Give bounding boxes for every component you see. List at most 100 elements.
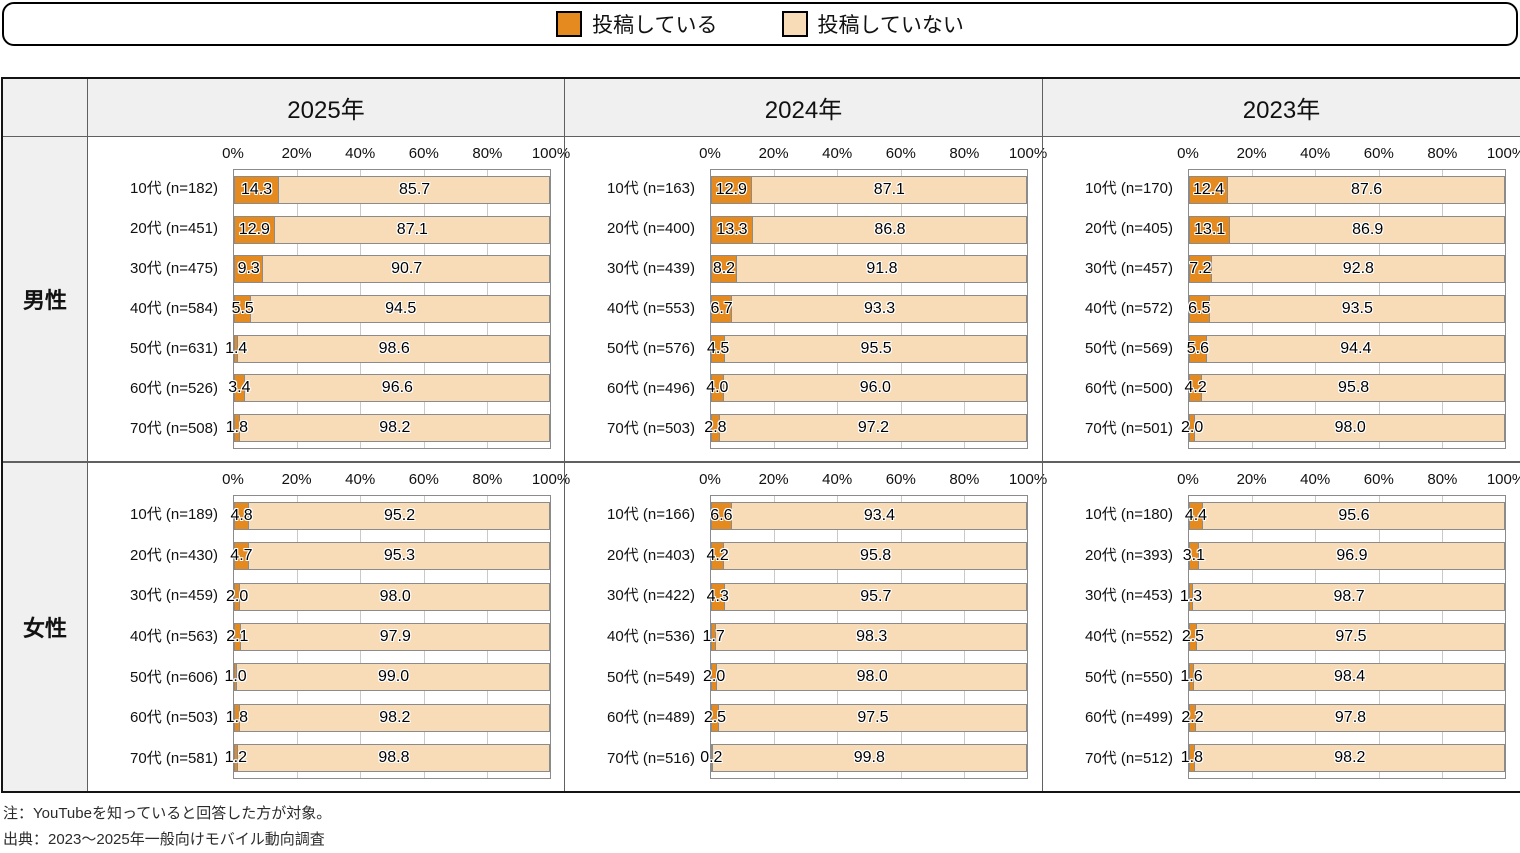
posting-value: 2.0 <box>703 668 726 686</box>
stacked-bar: 6.5 93.5 <box>1188 294 1505 323</box>
posting-segment <box>234 374 245 403</box>
plot-area: 12.4 87.6 13.1 86.9 7.2 92.8 6.5 93.5 5.6 94.4 4.2… <box>1181 169 1506 449</box>
not-posting-value: 86.8 <box>874 220 906 238</box>
not-posting-value: 98.8 <box>378 748 410 766</box>
posting-value: 12.9 <box>715 180 747 198</box>
not-posting-value: 98.2 <box>1334 748 1366 766</box>
axis-tick: 40% <box>345 145 376 162</box>
not-posting-value: 97.9 <box>379 627 411 645</box>
stacked-bar: 13.3 86.8 <box>711 215 1027 244</box>
stacked-bar: 9.3 90.7 <box>234 255 550 284</box>
not-posting-segment <box>1211 255 1505 284</box>
x-axis: 0% 20% 40% 60% 80% 100% <box>1177 471 1520 491</box>
stacked-bar: 2.0 98.0 <box>703 663 1027 692</box>
stacked-bar: 1.0 99.0 <box>224 663 550 692</box>
age-group-label: 10代 (n=163) <box>607 180 695 197</box>
stacked-bar: 1.3 98.7 <box>1180 582 1505 611</box>
not-posting-segment <box>1194 663 1505 692</box>
age-group-label: 30代 (n=422) <box>607 587 695 605</box>
posting-value: 2.2 <box>1181 708 1204 726</box>
stacked-bar: 4.5 95.5 <box>707 334 1027 363</box>
x-axis: 0% 20% 40% 60% 80% 100% <box>222 145 570 165</box>
posting-value: 1.4 <box>225 339 248 357</box>
not-posting-segment <box>239 414 550 443</box>
axis-tick: 60% <box>408 145 439 162</box>
not-posting-segment <box>753 215 1027 244</box>
age-group-label: 40代 (n=584) <box>130 300 218 317</box>
posting-value: 4.7 <box>230 547 253 565</box>
age-group-label: 30代 (n=453) <box>1085 587 1173 605</box>
not-posting-value: 94.5 <box>385 299 417 317</box>
x-axis: 0% 20% 40% 60% 80% 100% <box>699 145 1047 165</box>
posting-segment <box>711 743 713 772</box>
not-posting-segment <box>731 502 1027 531</box>
not-posting-value: 98.6 <box>378 339 410 357</box>
axis-tick: 100% <box>1008 145 1048 162</box>
age-group-label: 70代 (n=581) <box>130 749 218 767</box>
posting-segment <box>234 743 238 772</box>
stacked-bar: 6.6 93.4 <box>710 502 1027 531</box>
not-posting-value: 93.3 <box>864 299 896 317</box>
posting-value: 1.8 <box>1180 748 1203 766</box>
not-posting-value: 95.6 <box>1338 507 1370 525</box>
stacked-bar: 1.6 98.4 <box>1180 663 1505 692</box>
axis-tick: 20% <box>1236 145 1267 162</box>
posting-segment <box>234 334 239 363</box>
age-group-label: 20代 (n=393) <box>1085 546 1173 564</box>
posting-value: 6.6 <box>710 507 733 525</box>
age-group-label: 50代 (n=606) <box>130 668 218 686</box>
posting-segment <box>234 703 240 732</box>
posting-segment <box>711 374 724 403</box>
posting-segment <box>1189 542 1199 571</box>
not-posting-value: 98.4 <box>1333 668 1366 686</box>
posting-segment <box>711 334 726 363</box>
not-posting-segment <box>240 622 550 651</box>
stacked-bar: 4.8 95.2 <box>230 502 550 531</box>
chart-male-2023: 0% 20% 40% 60% 80% 100% 10代 (n=170) 20代 (n=405)… <box>1043 137 1520 461</box>
age-group-label: 20代 (n=405) <box>1085 220 1173 237</box>
posting-segment <box>711 663 718 692</box>
plot-area: 4.8 95.2 4.7 95.3 2.0 98.0 2.1 97.9 1.0 99.0 1.8 98… <box>224 495 551 779</box>
chart-panel-female-2023: 0% 20% 40% 60% 80% 100% 10代 (n=180) 20代 (n=393)… <box>1042 461 1520 791</box>
posting-segment <box>711 703 719 732</box>
axis-tick: 0% <box>1177 145 1199 162</box>
stacked-bar: 2.1 97.9 <box>226 622 550 651</box>
not-posting-value: 96.9 <box>1336 547 1368 565</box>
posting-segment <box>234 663 238 692</box>
not-posting-value: 85.7 <box>399 180 431 198</box>
axis-tick: 40% <box>822 145 853 162</box>
posting-value: 2.0 <box>226 587 249 605</box>
posting-value: 13.3 <box>716 220 748 238</box>
not-posting-value: 99.8 <box>853 748 885 766</box>
age-group-label: 30代 (n=457) <box>1085 260 1173 277</box>
axis-tick: 100% <box>1008 471 1048 488</box>
legend-posting-label: 投稿している <box>592 14 718 37</box>
row-header-male: 男性 <box>3 136 87 461</box>
not-posting-segment <box>716 622 1027 651</box>
posting-value: 4.5 <box>706 339 730 357</box>
stacked-bar: 4.3 95.7 <box>707 582 1027 611</box>
age-group-label: 50代 (n=576) <box>607 340 695 357</box>
posting-value: 1.6 <box>1180 668 1203 686</box>
not-posting-value: 92.8 <box>1342 260 1374 278</box>
not-posting-segment <box>724 582 1027 611</box>
axis-tick: 20% <box>758 471 789 488</box>
posting-segment <box>1189 334 1207 363</box>
not-posting-segment <box>1196 622 1505 651</box>
posting-segment <box>234 582 241 611</box>
stacked-bar: 5.5 94.5 <box>232 294 550 323</box>
posting-value: 1.2 <box>224 748 248 766</box>
posting-segment <box>711 622 717 651</box>
not-posting-segment <box>736 255 1027 284</box>
posting-value: 1.7 <box>702 627 725 645</box>
not-posting-segment <box>713 743 1027 772</box>
posting-segment <box>234 622 241 651</box>
posting-segment <box>1189 663 1195 692</box>
not-posting-value: 91.8 <box>866 260 898 278</box>
stacked-bar: 2.2 97.8 <box>1181 703 1505 732</box>
not-posting-value: 99.0 <box>378 668 410 686</box>
axis-tick: 100% <box>531 471 571 488</box>
not-posting-segment <box>239 703 550 732</box>
not-posting-segment <box>718 703 1027 732</box>
stacked-bar: 4.2 95.8 <box>707 542 1027 571</box>
